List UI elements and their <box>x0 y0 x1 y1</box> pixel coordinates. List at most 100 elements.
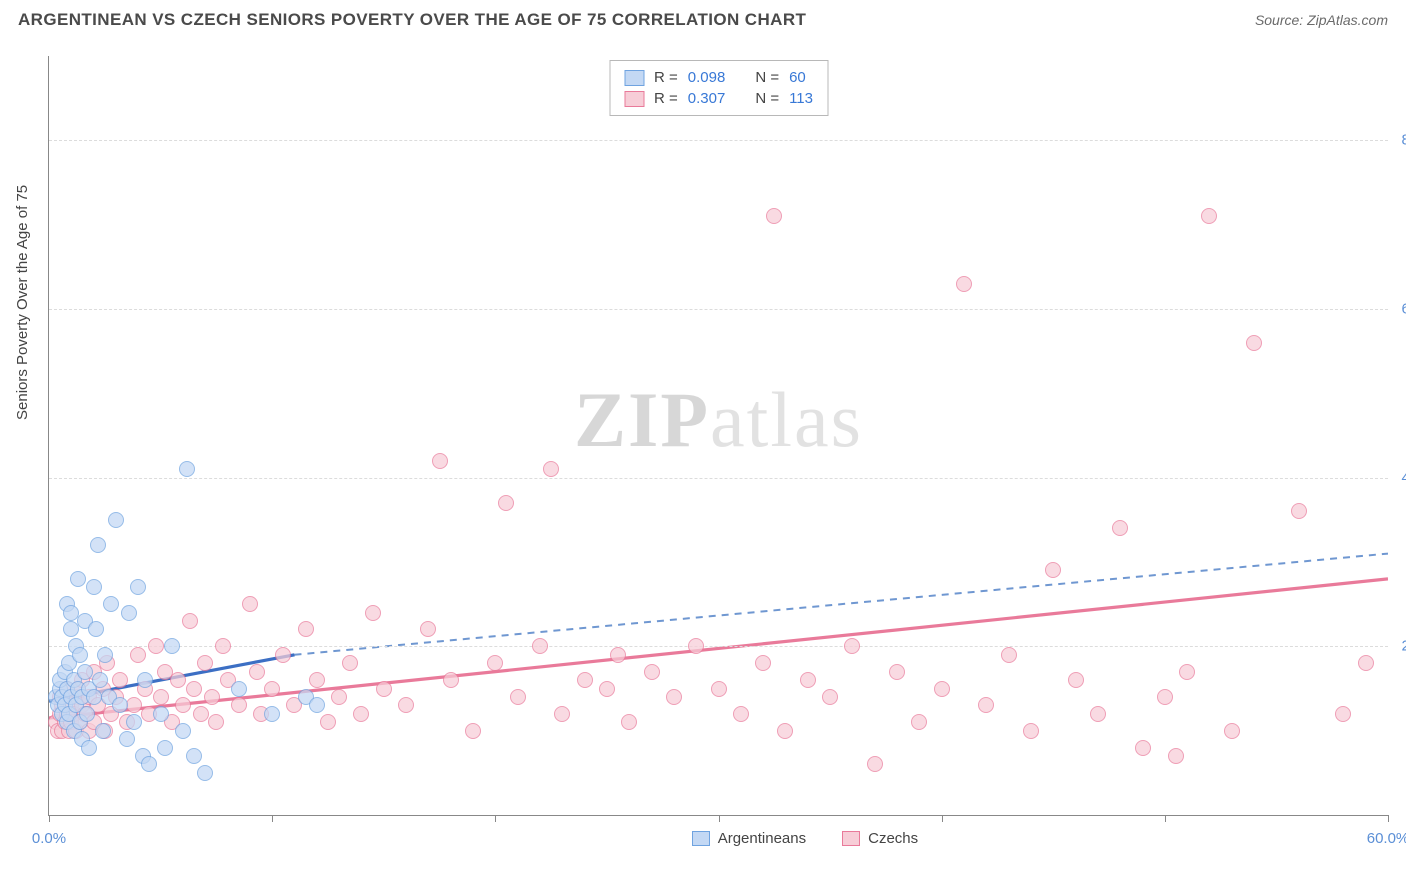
czech-point <box>1246 335 1262 351</box>
czech-point <box>1201 208 1217 224</box>
gridline <box>49 140 1388 141</box>
legend-item-argentineans: Argentineans <box>692 830 806 847</box>
argentinean-point <box>186 748 202 764</box>
argentinean-point <box>264 706 280 722</box>
legend-swatch-argentineans <box>624 70 644 86</box>
czech-point <box>231 697 247 713</box>
czech-point <box>1358 655 1374 671</box>
gridline <box>49 646 1388 647</box>
czech-point <box>822 689 838 705</box>
argentinean-point <box>70 571 86 587</box>
czech-point <box>1045 562 1061 578</box>
czech-point <box>1135 740 1151 756</box>
czech-point <box>376 681 392 697</box>
czech-point <box>800 672 816 688</box>
argentinean-point <box>90 537 106 553</box>
czech-point <box>130 647 146 663</box>
czech-point <box>934 681 950 697</box>
argentinean-point <box>164 638 180 654</box>
argentinean-point <box>112 697 128 713</box>
legend-row-czechs: R = 0.307 N = 113 <box>624 88 813 109</box>
argentinean-point <box>137 672 153 688</box>
czech-point <box>543 461 559 477</box>
x-tick <box>942 815 943 822</box>
czech-point <box>242 596 258 612</box>
argentinean-point <box>121 605 137 621</box>
czech-point <box>599 681 615 697</box>
legend-swatch-icon <box>842 831 860 846</box>
czech-point <box>249 664 265 680</box>
argentinean-point <box>88 621 104 637</box>
argentinean-point <box>86 689 102 705</box>
argentinean-point <box>130 579 146 595</box>
czech-point <box>153 689 169 705</box>
czech-point <box>532 638 548 654</box>
czech-point <box>398 697 414 713</box>
czech-point <box>215 638 231 654</box>
argentinean-point <box>179 461 195 477</box>
czech-point <box>208 714 224 730</box>
argentinean-point <box>77 664 93 680</box>
x-tick <box>272 815 273 822</box>
x-tick <box>495 815 496 822</box>
czech-point <box>465 723 481 739</box>
x-tick-label: 0.0% <box>32 830 66 847</box>
x-tick-label: 60.0% <box>1367 830 1406 847</box>
series-legend: Argentineans Czechs <box>692 830 918 847</box>
czech-point <box>498 495 514 511</box>
czech-point <box>711 681 727 697</box>
legend-item-czechs: Czechs <box>842 830 918 847</box>
czech-point <box>577 672 593 688</box>
argentinean-point <box>197 765 213 781</box>
czech-point <box>978 697 994 713</box>
legend-row-argentineans: R = 0.098 N = 60 <box>624 67 813 88</box>
czech-point <box>610 647 626 663</box>
argentinean-point <box>141 756 157 772</box>
czech-point <box>1224 723 1240 739</box>
czech-point <box>621 714 637 730</box>
source-label: Source: ZipAtlas.com <box>1255 12 1388 28</box>
czech-point <box>175 697 191 713</box>
czech-point <box>432 453 448 469</box>
czech-point <box>1157 689 1173 705</box>
czech-point <box>264 681 280 697</box>
czech-point <box>755 655 771 671</box>
czech-point <box>112 672 128 688</box>
czech-point <box>644 664 660 680</box>
y-tick-label: 40.0% <box>1401 469 1406 486</box>
czech-point <box>148 638 164 654</box>
argentinean-point <box>119 731 135 747</box>
czech-point <box>1335 706 1351 722</box>
y-tick-label: 20.0% <box>1401 638 1406 655</box>
czech-point <box>889 664 905 680</box>
argentinean-point <box>309 697 325 713</box>
legend-swatch-czechs <box>624 91 644 107</box>
czech-point <box>867 756 883 772</box>
legend-label: Czechs <box>868 830 918 847</box>
gridline <box>49 478 1388 479</box>
czech-point <box>487 655 503 671</box>
czech-point <box>956 276 972 292</box>
argentinean-point <box>95 723 111 739</box>
czech-point <box>353 706 369 722</box>
argentinean-point <box>175 723 191 739</box>
czech-point <box>365 605 381 621</box>
czech-point <box>1023 723 1039 739</box>
czech-point <box>1112 520 1128 536</box>
legend-label: Argentineans <box>718 830 806 847</box>
y-axis-label: Seniors Poverty Over the Age of 75 <box>14 185 31 420</box>
argentinean-point <box>97 647 113 663</box>
czech-point <box>1168 748 1184 764</box>
czech-point <box>733 706 749 722</box>
argentinean-point <box>126 714 142 730</box>
argentinean-point <box>231 681 247 697</box>
czech-point <box>666 689 682 705</box>
czech-point <box>331 689 347 705</box>
czech-point <box>170 672 186 688</box>
argentinean-point <box>153 706 169 722</box>
argentinean-point <box>103 596 119 612</box>
czech-point <box>1090 706 1106 722</box>
argentinean-point <box>108 512 124 528</box>
argentinean-point <box>86 579 102 595</box>
czech-point <box>766 208 782 224</box>
